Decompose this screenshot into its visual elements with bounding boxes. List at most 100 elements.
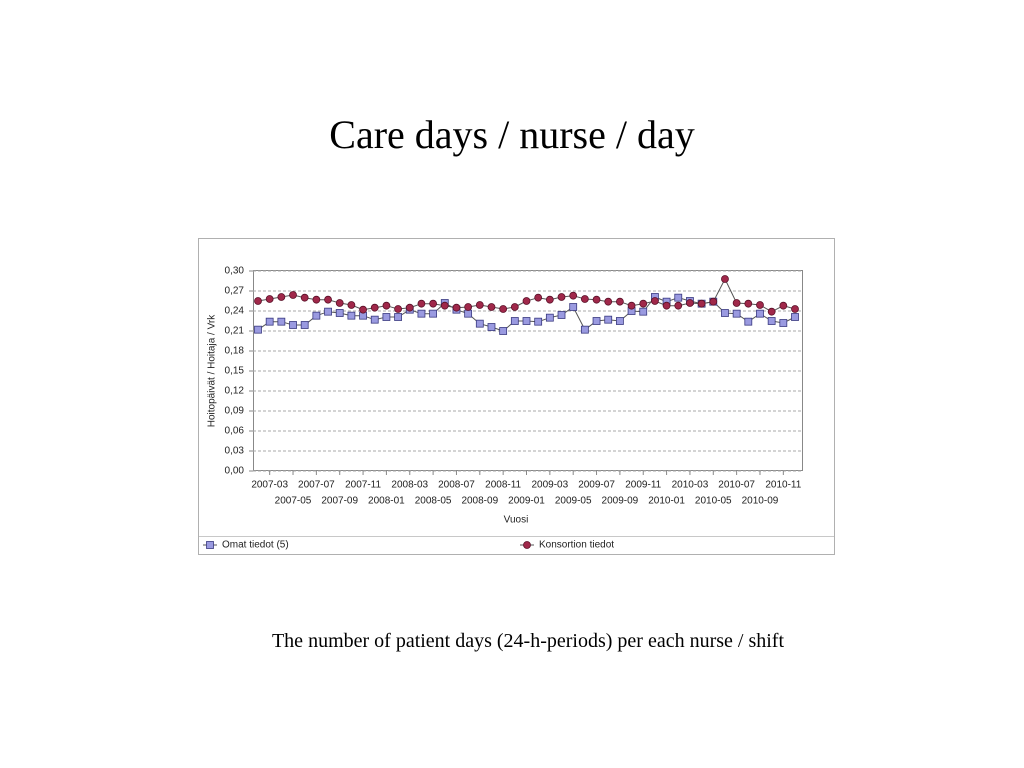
x-tick-label: 2010-03 xyxy=(672,480,709,491)
data-point xyxy=(300,321,309,329)
data-point xyxy=(289,321,297,329)
data-point xyxy=(732,309,741,318)
data-point xyxy=(674,293,683,302)
legend-marker xyxy=(206,541,214,549)
data-point xyxy=(674,301,683,310)
x-tick-label: 2008-05 xyxy=(415,496,452,507)
x-tick-label: 2007-07 xyxy=(298,480,335,491)
data-point xyxy=(405,303,414,312)
data-point xyxy=(335,299,344,307)
data-point xyxy=(627,301,636,310)
data-point xyxy=(312,295,321,304)
x-tick-label: 2010-05 xyxy=(695,496,732,507)
data-point xyxy=(487,323,496,331)
data-point xyxy=(744,317,753,326)
y-tick-label: 0,03 xyxy=(225,446,245,457)
data-point xyxy=(382,301,391,310)
data-point xyxy=(359,305,367,314)
data-point xyxy=(394,313,402,321)
y-tick-label: 0,00 xyxy=(225,466,245,477)
data-point xyxy=(510,317,519,325)
data-point xyxy=(557,293,566,301)
y-tick-label: 0,06 xyxy=(225,426,245,437)
data-point xyxy=(464,309,473,318)
x-tick-label: 2008-01 xyxy=(368,496,405,507)
data-point xyxy=(569,291,578,300)
data-point xyxy=(651,297,659,305)
chart-frame xyxy=(198,238,835,555)
data-point xyxy=(686,299,694,307)
legend-marker xyxy=(523,541,531,549)
x-tick-label: 2010-07 xyxy=(718,480,755,491)
data-point xyxy=(254,325,262,334)
y-tick-label: 0,15 xyxy=(225,366,245,377)
data-point xyxy=(429,309,438,318)
data-point xyxy=(417,299,426,308)
data-point xyxy=(721,309,729,317)
data-point xyxy=(721,275,729,283)
data-point xyxy=(545,313,554,322)
x-tick-label: 2009-05 xyxy=(555,496,592,507)
y-tick-label: 0,21 xyxy=(225,326,245,337)
data-point xyxy=(791,305,799,313)
data-point xyxy=(604,315,613,324)
data-point xyxy=(499,305,508,313)
data-point xyxy=(592,295,601,304)
data-point xyxy=(662,301,671,310)
data-point xyxy=(534,293,543,302)
data-point xyxy=(394,305,402,313)
x-tick-label: 2007-03 xyxy=(251,480,288,491)
x-tick-label: 2010-01 xyxy=(648,496,685,507)
x-tick-label: 2009-03 xyxy=(531,480,568,491)
data-point xyxy=(475,301,484,309)
data-point xyxy=(265,295,274,303)
x-axis-label: Vuosi xyxy=(504,515,529,526)
data-point xyxy=(744,299,753,308)
data-point xyxy=(452,303,461,312)
data-point xyxy=(569,303,578,311)
data-point xyxy=(417,309,426,318)
data-point xyxy=(592,317,601,325)
legend-label: Omat tiedot (5) xyxy=(222,540,289,551)
data-point xyxy=(277,317,286,326)
data-point xyxy=(324,295,332,304)
data-point xyxy=(639,307,648,316)
x-tick-label: 2008-11 xyxy=(485,480,521,491)
y-tick-label: 0,30 xyxy=(225,266,245,277)
x-tick-label: 2009-11 xyxy=(625,480,661,491)
data-point xyxy=(545,295,554,304)
data-point xyxy=(347,301,356,309)
y-axis-label: Hoitopäivät / Hoitaja / Vrk xyxy=(207,314,218,427)
data-point xyxy=(324,307,332,316)
data-point xyxy=(277,293,286,301)
data-point xyxy=(604,297,613,306)
data-point xyxy=(779,301,788,310)
slide-title: Care days / nurse / day xyxy=(329,112,694,157)
x-tick-label: 2007-09 xyxy=(321,496,358,507)
y-tick-label: 0,27 xyxy=(225,286,245,297)
y-tick-label: 0,09 xyxy=(225,406,245,417)
data-point xyxy=(254,297,262,305)
data-point xyxy=(440,301,449,310)
data-point xyxy=(697,299,706,308)
data-point xyxy=(289,291,297,299)
data-point xyxy=(475,319,484,328)
data-point xyxy=(510,303,519,311)
legend-label: Konsortion tiedot xyxy=(539,540,614,551)
x-tick-label: 2008-09 xyxy=(461,496,498,507)
data-point xyxy=(756,301,764,309)
x-tick-label: 2010-09 xyxy=(742,496,779,507)
data-point xyxy=(580,325,589,334)
y-tick-label: 0,12 xyxy=(225,386,245,397)
data-point xyxy=(767,317,776,325)
data-point xyxy=(615,297,624,306)
data-point xyxy=(522,297,531,305)
data-point xyxy=(370,315,379,324)
data-point xyxy=(709,297,718,306)
y-tick-label: 0,18 xyxy=(225,346,245,357)
data-point xyxy=(756,309,764,318)
data-point xyxy=(382,313,391,321)
x-tick-label: 2009-01 xyxy=(508,496,545,507)
data-point xyxy=(487,303,496,311)
